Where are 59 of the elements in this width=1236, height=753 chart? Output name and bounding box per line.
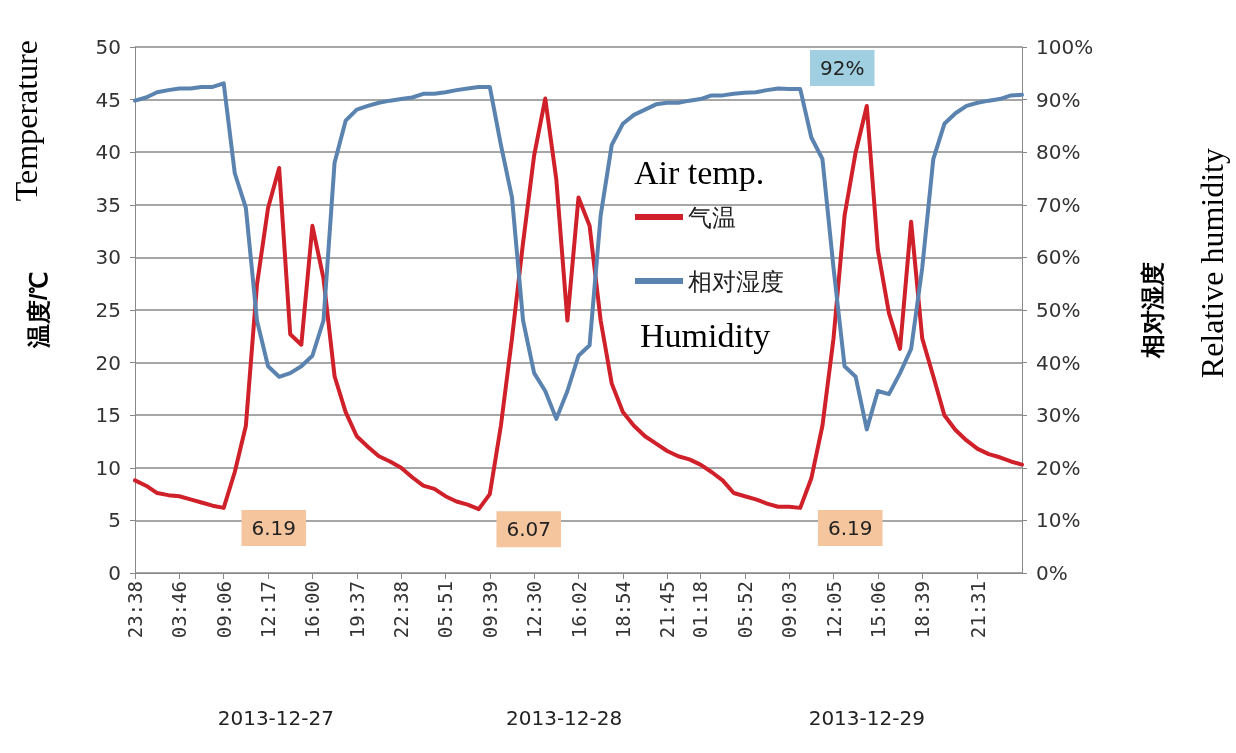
x-tick-label: 12:17 — [257, 581, 280, 639]
x-tick-label: 09:03 — [778, 581, 801, 639]
x-tick-label: 16:00 — [301, 581, 324, 639]
y2-tick-label: 60% — [1036, 245, 1081, 270]
legend-label: 相对湿度 — [688, 267, 784, 295]
y-tick-label: 20 — [95, 350, 121, 375]
y2-tick-label: 40% — [1036, 350, 1081, 375]
y2-tick-label: 100% — [1036, 35, 1094, 59]
x-tick-label: 09:39 — [478, 581, 501, 639]
y2-tick-label: 20% — [1036, 455, 1081, 480]
y2-tick-label: 30% — [1036, 403, 1081, 428]
x-tick-label: 09:06 — [212, 581, 235, 639]
x-tick-label: 21:31 — [966, 581, 989, 639]
y-tick-label: 35 — [95, 192, 121, 217]
x-tick-label: 01:18 — [689, 581, 712, 639]
text: 2013-12-27 — [217, 706, 334, 730]
x-tick-label: 19:37 — [345, 581, 368, 639]
x-tick-label: 12:30 — [523, 581, 546, 639]
x-tick-label: 12:05 — [822, 581, 845, 639]
y2-tick-label: 50% — [1036, 298, 1081, 322]
annotation: Humidity — [640, 316, 771, 354]
x-tick-label: 23:38 — [124, 581, 146, 639]
x-tick-label: 03:46 — [168, 581, 191, 639]
y2-tick-label: 10% — [1036, 508, 1081, 533]
x-tick-label: 05:52 — [733, 581, 756, 639]
x-tick-label: 16:02 — [567, 581, 590, 639]
y2-tick-label: 80% — [1036, 140, 1081, 165]
x-tick-label: 21:45 — [656, 581, 679, 639]
text: Relative humidity — [1194, 148, 1230, 379]
data-label: 6.19 — [827, 515, 873, 540]
text: 2013-12-29 — [808, 706, 925, 730]
y-axis-title: 温度/℃ — [24, 271, 52, 350]
y-tick-label: 30 — [95, 245, 121, 270]
y-tick-label: 45 — [95, 87, 121, 112]
y-tick-label: 10 — [95, 455, 121, 480]
x-tick-label: 05:51 — [434, 581, 457, 639]
line-series — [133, 81, 1024, 432]
y2-tick-label: 70% — [1036, 192, 1081, 217]
y2-axis-title: 相对湿度 — [1138, 262, 1166, 359]
x-tick-label: 18:39 — [911, 581, 934, 639]
x-tick-label: 18:54 — [611, 581, 634, 639]
x-tick-label: 22:38 — [390, 581, 413, 639]
text: 2013-12-28 — [505, 706, 623, 730]
legend-label: 气温 — [688, 203, 736, 231]
line-series — [133, 96, 1024, 512]
y2-tick-label: 0% — [1036, 561, 1068, 585]
data-label: 6.07 — [506, 517, 551, 542]
x-tick-label: 15:06 — [866, 581, 889, 639]
annotation: Air temp. — [634, 153, 765, 191]
y-tick-label: 15 — [95, 403, 121, 428]
text: Temperature — [8, 40, 44, 202]
data-label: 92% — [820, 56, 865, 81]
y-tick-label: 25 — [95, 298, 121, 322]
y-tick-label: 5 — [108, 508, 121, 533]
data-label: 6.19 — [251, 515, 296, 540]
y2-tick-label: 90% — [1036, 87, 1081, 112]
y-tick-label: 40 — [95, 140, 121, 165]
y-tick-label: 50 — [95, 35, 121, 59]
y-tick-label: 0 — [108, 561, 121, 585]
